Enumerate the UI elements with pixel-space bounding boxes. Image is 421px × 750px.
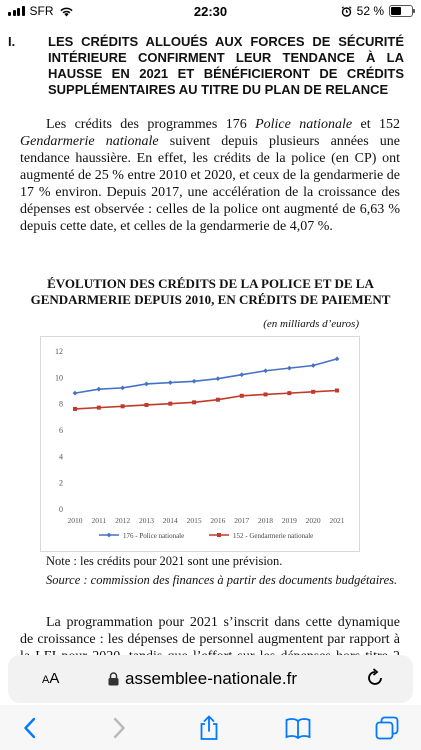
- data-point-police: [96, 386, 102, 392]
- section-heading: I. LES CRÉDITS ALLOUÉS AUX FORCES DE SÉC…: [8, 34, 404, 98]
- paragraph-credits-trend: Les crédits des programmes 176 Police na…: [20, 116, 400, 235]
- share-icon: [200, 715, 218, 740]
- paragraph-text: suivent depuis plusieurs années une tend…: [20, 134, 400, 234]
- data-point-police: [120, 385, 126, 391]
- data-point-police: [286, 365, 292, 371]
- forward-icon: [113, 717, 125, 739]
- y-tick-label: 8: [59, 400, 63, 409]
- x-tick-label: 2010: [68, 516, 83, 525]
- x-tick-label: 2012: [115, 516, 130, 525]
- x-tick-label: 2018: [258, 516, 273, 525]
- x-tick-label: 2011: [91, 516, 106, 525]
- data-point-gendarmerie: [168, 401, 173, 406]
- data-point-police: [167, 380, 173, 385]
- tabs-icon: [375, 716, 399, 740]
- legend-label: 176 - Police nationale: [123, 532, 184, 540]
- series-line-gendarmerie: [74, 389, 338, 410]
- data-point-gendarmerie: [192, 400, 197, 405]
- data-point-police: [239, 372, 245, 378]
- series-line-police: [74, 358, 338, 394]
- status-right: 52 %: [341, 4, 415, 18]
- reload-button[interactable]: [365, 668, 385, 693]
- source-text: : commission des finances à partir des d…: [80, 573, 398, 587]
- battery-icon: [389, 5, 415, 17]
- tabs-button[interactable]: [372, 715, 402, 741]
- x-tick-label: 2013: [139, 516, 154, 525]
- data-point-police: [72, 390, 78, 396]
- aa-big: A: [49, 670, 60, 687]
- y-tick-label: 6: [59, 426, 63, 435]
- y-tick-label: 10: [55, 373, 63, 382]
- y-tick-label: 0: [59, 505, 63, 514]
- url-text: assemblee-nationale.fr: [125, 669, 297, 688]
- x-tick-label: 2021: [330, 516, 345, 525]
- battery-percent: 52 %: [356, 4, 384, 18]
- y-tick-label: 12: [55, 347, 63, 356]
- aa-small: A: [42, 674, 50, 686]
- status-left: SFR: [8, 4, 74, 18]
- back-button[interactable]: [15, 715, 45, 741]
- address-bar[interactable]: AA assemblee-nationale.fr: [8, 655, 413, 703]
- data-point-police: [310, 363, 316, 368]
- data-point-gendarmerie: [263, 392, 268, 397]
- paragraph-text: Les crédits des programmes 176: [46, 117, 256, 132]
- text-size-icon[interactable]: AA: [42, 670, 59, 687]
- y-tick-label: 2: [59, 479, 63, 488]
- status-bar: SFR 22:30 52 %: [0, 0, 421, 24]
- battery-level: [391, 7, 402, 15]
- paragraph-text: et 152: [352, 117, 400, 132]
- data-point-gendarmerie: [239, 393, 244, 398]
- data-point-gendarmerie: [120, 404, 125, 409]
- y-tick-label: 4: [59, 452, 63, 461]
- share-button[interactable]: [194, 715, 224, 741]
- bookmarks-button[interactable]: [283, 715, 313, 741]
- legend-marker: [106, 532, 112, 538]
- browser-toolbar: [0, 705, 421, 750]
- data-point-gendarmerie: [287, 391, 292, 396]
- x-tick-label: 2016: [210, 516, 225, 525]
- chart-unit: (en milliards d’euros): [263, 318, 359, 330]
- forward-button[interactable]: [104, 715, 134, 741]
- wifi-icon: [59, 7, 73, 16]
- chart-note: Note : les crédits pour 2021 sont une pr…: [46, 554, 283, 568]
- legend-marker: [217, 533, 221, 537]
- x-tick-label: 2019: [282, 516, 297, 525]
- programme-police-name: Police nationale: [255, 117, 353, 132]
- data-point-police: [334, 356, 340, 362]
- chart-title: ÉVOLUTION DES CRÉDITS DE LA POLICE ET DE…: [30, 276, 391, 307]
- data-point-police: [263, 368, 268, 374]
- data-point-police: [215, 376, 221, 382]
- bookmarks-icon: [285, 718, 311, 739]
- url-display[interactable]: assemblee-nationale.fr: [108, 669, 297, 689]
- source-label: Source: [46, 573, 81, 587]
- clock: 22:30: [193, 4, 228, 19]
- alarm-icon: [341, 5, 352, 17]
- chart-source: Source : commission des finances à parti…: [46, 572, 400, 588]
- legend-label: 152 - Gendarmerie nationale: [233, 532, 313, 540]
- data-point-gendarmerie: [96, 405, 101, 410]
- data-point-gendarmerie: [73, 406, 77, 411]
- x-tick-label: 2017: [234, 516, 249, 525]
- x-tick-label: 2020: [306, 516, 321, 525]
- lock-icon: [108, 672, 119, 686]
- section-title-text: LES CRÉDITS ALLOUÉS AUX FORCES DE SÉCURI…: [48, 34, 404, 97]
- reload-icon: [368, 668, 382, 685]
- programme-gendarmerie-name: Gendarmerie nationale: [20, 134, 159, 149]
- section-number: I.: [8, 34, 16, 49]
- data-point-gendarmerie: [335, 388, 339, 393]
- data-point-gendarmerie: [311, 389, 316, 394]
- x-tick-label: 2015: [187, 516, 202, 525]
- x-tick-label: 2014: [163, 516, 178, 525]
- signal-icon: [8, 6, 25, 16]
- data-point-police: [191, 378, 197, 384]
- chart-container: 0 2 4 6 8 10 12 2010 2011 2012 2013 2014 2015 2016 201…: [40, 336, 360, 552]
- data-point-gendarmerie: [144, 402, 149, 407]
- data-point-gendarmerie: [215, 397, 220, 402]
- carrier-label: SFR: [29, 4, 54, 18]
- data-point-police: [144, 381, 149, 387]
- line-chart: 0 2 4 6 8 10 12 2010 2011 2012 2013 2014 2015 2016 201…: [55, 347, 345, 540]
- back-icon: [24, 717, 36, 739]
